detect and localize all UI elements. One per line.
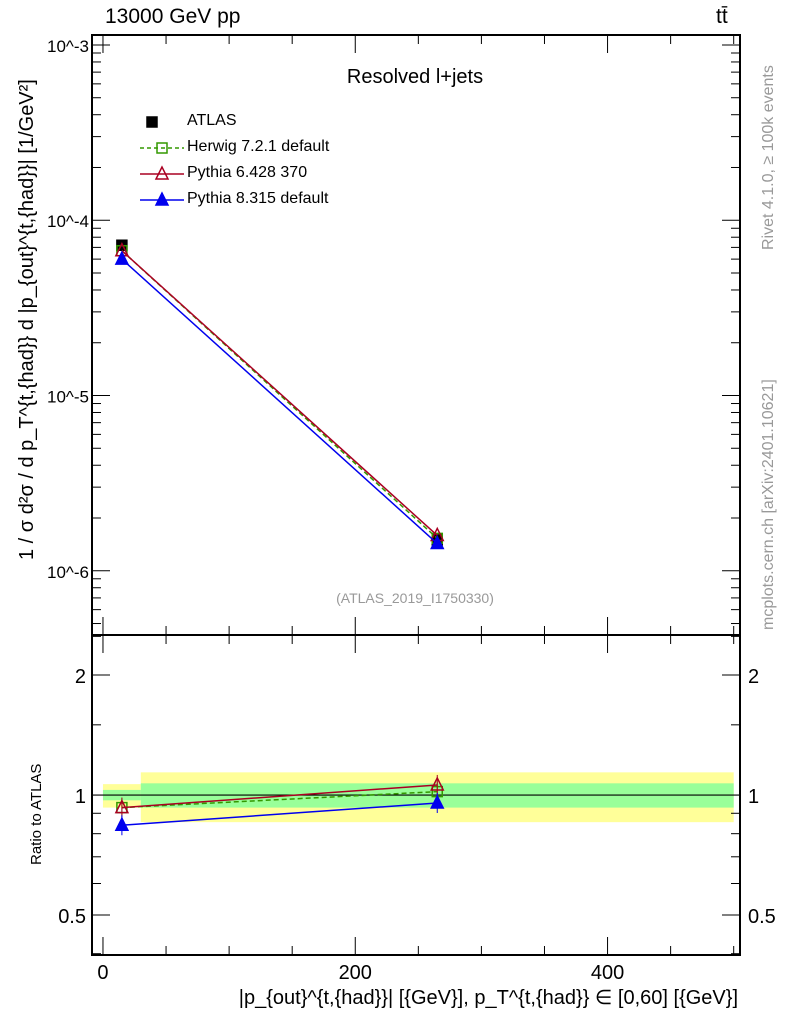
y-tick-label: 10^-6 — [47, 563, 89, 582]
y-axis-label: 1 / σ d²σ / d p_T^{t,{had}} d |p_{out}^{… — [16, 79, 38, 560]
x-axis-label: |p_{out}^{t,{had}}| [{GeV}], p_T^{t,{had… — [238, 987, 738, 1009]
marker-triangle — [154, 191, 170, 206]
ratio-tick-label-right: 0.5 — [748, 906, 776, 928]
mcplots-label: mcplots.cern.ch [arXiv:2401.10621] — [760, 379, 777, 630]
series-line — [121, 258, 438, 545]
series-line — [121, 250, 438, 539]
ratio-line — [121, 790, 438, 809]
legend-label: Pythia 6.428 370 — [187, 164, 308, 181]
marker-triangle — [154, 165, 170, 180]
legend-marker — [140, 165, 184, 180]
marker-triangle — [114, 816, 130, 831]
ratio-tick-label-right: 1 — [748, 786, 759, 808]
ratio-tick-label: 2 — [75, 666, 86, 688]
ratio-tick-label: 0.5 — [58, 906, 86, 928]
marker-triangle — [114, 250, 130, 265]
top-right-label: tt̄ — [716, 5, 728, 28]
chart-title: Resolved l+jets — [346, 66, 484, 88]
legend-label: Herwig 7.2.1 default — [187, 138, 330, 155]
marker-triangle — [430, 794, 445, 809]
top-left-label: 13000 GeV pp — [105, 5, 241, 28]
y-tick-label: 10^-5 — [47, 387, 89, 406]
legend-marker — [146, 116, 158, 128]
marker-triangle — [430, 534, 445, 550]
marker-triangle — [114, 798, 130, 814]
legend-marker — [140, 142, 184, 154]
x-tick-label: 0 — [97, 962, 108, 984]
series-line — [121, 250, 438, 537]
ratio-y-axis-label: Ratio to ATLAS — [28, 763, 45, 865]
ratio-tick-label: 1 — [75, 786, 86, 808]
ratio-tick-label-right: 2 — [748, 666, 759, 688]
ratio-line — [121, 802, 438, 826]
x-tick-label: 200 — [339, 962, 372, 984]
marker-square — [146, 116, 158, 128]
analysis-label: (ATLAS_2019_I1750330) — [336, 590, 494, 606]
y-tick-label: 10^-4 — [47, 212, 89, 231]
legend-label: ATLAS — [187, 112, 237, 129]
ratio-line — [121, 784, 438, 809]
legend-marker — [140, 191, 184, 206]
x-tick-label: 400 — [591, 962, 624, 984]
marker-square — [156, 142, 168, 154]
legend-label: Pythia 8.315 default — [187, 190, 329, 207]
marker-triangle — [430, 776, 445, 791]
rivet-label: Rivet 4.1.0, ≥ 100k events — [760, 65, 777, 250]
y-tick-label: 10^-3 — [47, 37, 89, 56]
